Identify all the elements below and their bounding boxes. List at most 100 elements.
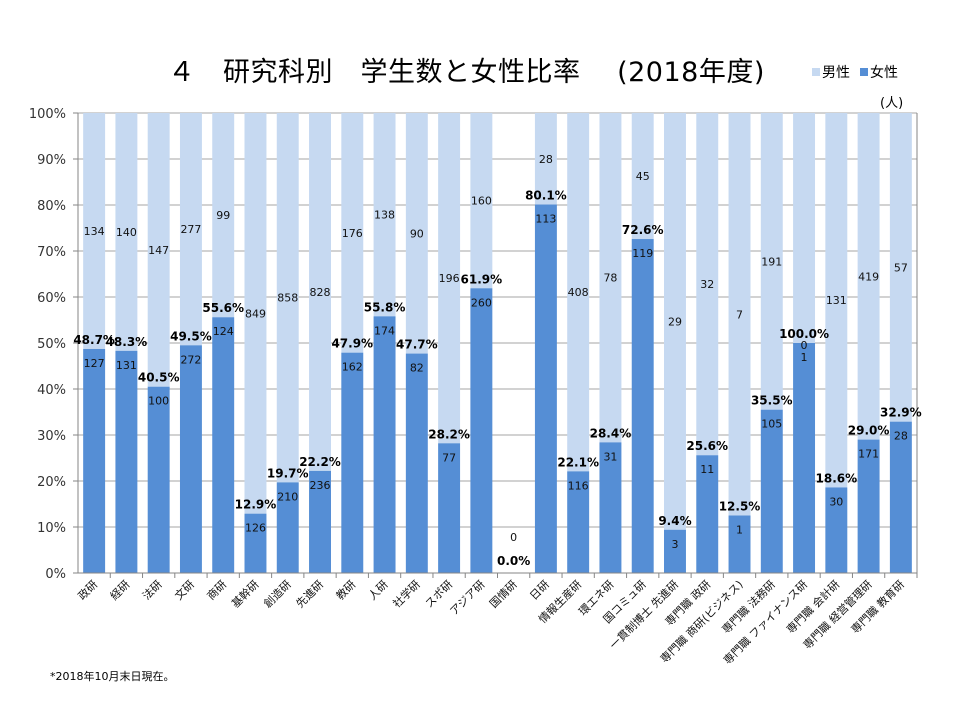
x-category-label: 基幹研: [228, 577, 261, 610]
female-count-label: 131: [116, 359, 137, 372]
female-count-label: 11: [700, 463, 714, 476]
bar-female: [889, 421, 912, 573]
x-category-label: 社学研: [390, 577, 423, 610]
male-count-label: 7: [736, 308, 743, 321]
legend-label-female: 女性: [870, 65, 898, 81]
female-ratio-label: 49.5%: [170, 329, 212, 343]
bar-male: [599, 113, 622, 443]
female-ratio-label: 12.9%: [235, 498, 277, 512]
male-count-label: 191: [761, 255, 782, 268]
female-count-label: 162: [342, 361, 363, 374]
male-count-label: 196: [439, 272, 460, 285]
bar-male: [83, 113, 106, 349]
female-ratio-label: 48.3%: [106, 335, 148, 349]
y-tick-label: 40%: [37, 383, 66, 398]
bar-male: [341, 113, 364, 353]
female-ratio-label: 28.2%: [428, 427, 470, 441]
female-count-label: 272: [180, 353, 201, 366]
male-count-label: 849: [245, 307, 266, 320]
female-ratio-label: 25.6%: [686, 439, 728, 453]
x-category-label: 文研: [172, 577, 197, 602]
female-count-label: 100: [148, 395, 169, 408]
legend-item-female: 女性: [860, 62, 898, 82]
x-category-label: 日研: [527, 578, 552, 603]
female-ratio-label: 40.5%: [138, 371, 180, 385]
legend-swatch-female: [860, 68, 868, 76]
y-tick-label: 100%: [29, 107, 66, 122]
x-category-label: 商研: [204, 577, 229, 602]
bar-female: [244, 513, 267, 573]
male-count-label: 28: [539, 153, 553, 166]
male-count-label: 99: [216, 209, 230, 222]
footnote: *2018年10月末日現在。: [50, 670, 175, 683]
female-ratio-label: 48.7%: [73, 333, 115, 347]
male-count-label: 160: [471, 195, 492, 208]
male-count-label: 140: [116, 226, 137, 239]
y-tick-label: 60%: [37, 291, 66, 306]
female-ratio-label: 19.7%: [267, 466, 309, 480]
female-count-label: 260: [471, 296, 492, 309]
male-count-label: 78: [603, 272, 617, 285]
female-ratio-label: 12.5%: [719, 500, 761, 514]
y-axis: 0% 10% 20% 30% 40% 50% 60% 70% 80% 90% 100%: [29, 107, 918, 582]
bar-male: [212, 113, 235, 318]
female-count-label: 31: [603, 450, 617, 463]
bar-male: [405, 113, 428, 354]
male-count-label: 408: [568, 286, 589, 299]
bar-female: [373, 316, 396, 573]
female-count-label: 124: [213, 325, 234, 338]
x-category-label: アジア研: [447, 578, 487, 618]
female-ratio-label: 22.2%: [299, 455, 341, 469]
x-category-label: 法研: [139, 577, 164, 602]
bar-female: [405, 353, 428, 573]
female-count-label: 119: [632, 247, 653, 260]
male-count-label: 131: [826, 294, 847, 307]
bar-male: [728, 113, 751, 516]
bar-male: [664, 113, 686, 530]
female-count-label: 171: [858, 448, 879, 461]
male-count-label: 57: [894, 261, 908, 274]
male-count-label: 138: [374, 209, 395, 222]
bar-female: [857, 439, 880, 573]
female-ratio-label: 29.0%: [848, 424, 890, 438]
female-ratio-label: 55.8%: [364, 300, 406, 314]
female-ratio-label: 72.6%: [622, 223, 664, 237]
female-count-label: 30: [829, 495, 843, 508]
male-count-label: 277: [180, 223, 201, 236]
bar-female: [341, 352, 364, 573]
bar-male: [179, 113, 202, 346]
bar-male: [825, 113, 848, 488]
female-ratio-label: 61.9%: [461, 272, 503, 286]
male-count-label: 0: [510, 531, 517, 544]
bar-female: [760, 409, 783, 573]
female-ratio-label: 100.0%: [779, 327, 829, 341]
x-category-label: 国情研: [487, 578, 520, 611]
bar-female: [793, 343, 816, 573]
male-count-label: 90: [410, 227, 424, 240]
female-count-label: 105: [761, 418, 782, 431]
male-count-label: 32: [700, 278, 714, 291]
bar-female: [470, 288, 493, 573]
x-category-label: 創造研: [261, 577, 294, 610]
bar-male: [760, 113, 783, 410]
y-tick-label: 90%: [37, 153, 66, 168]
female-ratio-label: 55.6%: [202, 301, 244, 315]
female-count-label: 28: [894, 430, 908, 443]
bar-female: [631, 239, 654, 574]
female-count-label: 127: [84, 357, 105, 370]
bar-male: [244, 113, 267, 514]
male-count-label: 147: [148, 244, 169, 257]
female-count-label: 1: [736, 524, 743, 537]
bar-female: [534, 204, 557, 574]
female-ratio-label: 32.9%: [880, 406, 922, 420]
x-category-label: 経研: [108, 578, 133, 603]
female-ratio-label: 28.4%: [590, 426, 632, 440]
bar-male: [567, 113, 590, 472]
bar-male: [438, 113, 461, 444]
female-count-label: 3: [671, 538, 678, 551]
y-tick-label: 0%: [45, 567, 66, 582]
bar-male: [373, 113, 396, 317]
bar-female: [696, 455, 719, 573]
male-count-label: 45: [636, 170, 650, 183]
bar-male: [631, 113, 654, 240]
